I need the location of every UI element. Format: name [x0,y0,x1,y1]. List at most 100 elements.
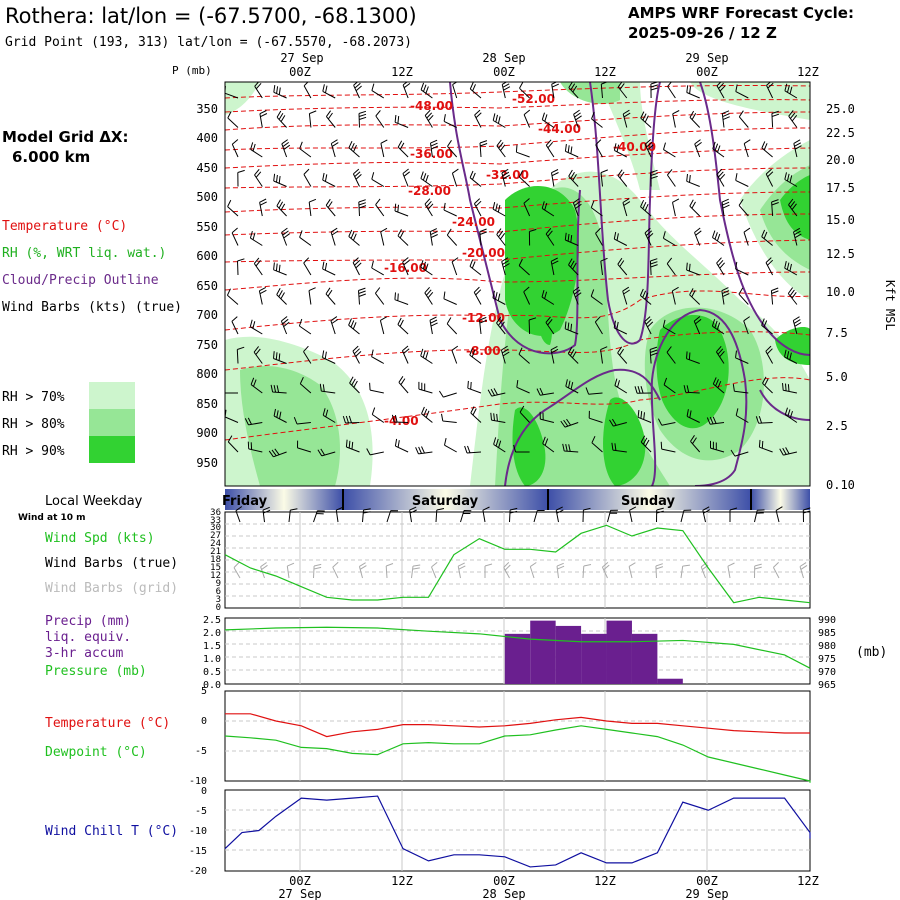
wind-barb [322,261,336,276]
wind-barb [276,110,287,128]
wind-barb [541,289,555,305]
wind-barb [644,227,654,246]
wind-barb [640,435,652,453]
wind-barbs-grid-legend: Wind Barbs (grid) [45,581,178,596]
wind-barb [735,408,749,423]
wind-barb [420,348,433,364]
wind-barb [391,414,409,423]
wind-barb [702,506,711,523]
wind-barb [452,82,458,99]
wind-barb [689,110,701,128]
isotherm-label: -36.00 [410,147,453,161]
precip-yticks: 2.5 2.0 1.5 1.0 0.5 0.0 [203,615,221,691]
wind-barb [371,172,385,187]
wind-barb [528,228,537,246]
wind-barb [231,139,239,158]
wind-barb [322,172,336,187]
wind-barb [237,258,245,276]
time-tick-label: 00Z [696,874,718,888]
wind-barb [409,506,417,523]
wind-barb [362,508,371,523]
wind-barb [322,408,336,423]
wind-barb [671,286,679,305]
wind-barb [680,509,692,523]
wind-barb [639,288,652,305]
windchill-panel: 0 -5 -10 -15 -20 Wind Chill T (°C) [45,786,811,877]
wind-barb [694,139,702,158]
wind-barb [591,111,603,128]
wind-barb [758,439,773,453]
wind-barb [358,562,367,579]
wind-barb [711,319,725,335]
wind-barb [379,316,387,335]
precip-bar [555,625,582,684]
windchill-line [224,795,811,868]
wind-barb [523,286,531,305]
wind-barb [259,198,267,217]
temp-panel: 5 0 -5 -10 Temperature (°C) Dewpoint (°C… [45,686,811,787]
wind-barb [349,376,360,394]
wind-barb [429,316,438,335]
wind-barb [429,228,438,246]
wind-barb [371,407,385,423]
temp-ytick: -10 [189,776,207,787]
wind-barb [542,436,555,453]
wind-barb [358,110,367,128]
wind-barb [799,562,808,579]
isotherm-label: -40.00 [613,140,656,154]
wind-barb [686,173,700,187]
wind-barb [460,510,472,523]
wind-barb [496,316,506,335]
wind-barb [473,198,482,217]
wind-barb [303,257,312,276]
wind-barb [317,448,336,457]
wind-barb [782,383,797,394]
pressure-tick: 600 [196,249,218,263]
pressure-ytick: 965 [818,680,836,691]
wind-barb [666,257,676,276]
bottom-date-label: 27 Sep [278,887,321,900]
wind-barb [644,316,654,335]
wind-barb [411,564,421,579]
wind-barb [299,141,312,158]
wind-barb [735,261,749,276]
wind-barb [273,262,287,276]
wind-barb [572,198,582,217]
wind-barb [479,140,488,158]
pressure-tick: 700 [196,308,218,322]
time-tick-label: 12Z [391,874,413,888]
wind-barb [325,287,336,305]
wind-barb [662,319,676,335]
wind-barb [513,444,530,453]
wind-barb [443,114,457,128]
wind-panel: 36 33 30 27 24 21 18 15 12 9 6 3 0 Wind … [45,506,811,613]
wind-barb [743,316,750,335]
wind-barb [298,318,312,335]
wind-barb [732,384,749,394]
height-tick: 7.5 [826,326,848,340]
wind-barb [743,227,751,246]
wind-barb [352,345,362,364]
wind10m-label: Wind at 10 m [18,513,86,523]
wind-barb [672,110,680,128]
rh90-swatch [89,436,135,463]
wind-barb [564,144,579,158]
wind-barb [424,286,434,305]
wind-barb [276,199,287,217]
wind-barb [250,377,263,394]
wind-barb [568,82,579,99]
temp-yticks: 5 0 -5 -10 [189,686,207,787]
precip-bar [606,620,632,684]
wind-barb [386,510,399,523]
wind-barb [595,139,603,158]
wind-barb [501,168,510,187]
dewpoint-legend: Dewpoint (°C) [45,745,147,760]
wind-barb [244,417,263,426]
wind-barb [325,198,336,217]
wind-barb [380,139,388,158]
wind-barb [441,413,457,423]
wind-barb [607,509,618,523]
wind-barb [545,139,555,158]
wind-barb [582,564,592,579]
wind-barb [686,409,700,423]
